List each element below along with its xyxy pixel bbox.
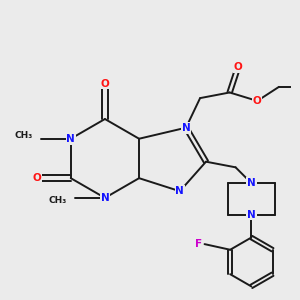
Text: N: N [176, 186, 184, 196]
Text: O: O [33, 173, 42, 183]
Text: CH₃: CH₃ [49, 196, 67, 205]
Text: O: O [253, 96, 262, 106]
Text: N: N [66, 134, 75, 144]
Text: N: N [100, 193, 109, 203]
Text: O: O [234, 62, 242, 72]
Text: O: O [100, 79, 109, 88]
Text: CH₃: CH₃ [14, 131, 33, 140]
Text: F: F [195, 239, 202, 249]
Text: N: N [182, 123, 190, 133]
Text: N: N [247, 178, 256, 188]
Text: N: N [247, 210, 256, 220]
